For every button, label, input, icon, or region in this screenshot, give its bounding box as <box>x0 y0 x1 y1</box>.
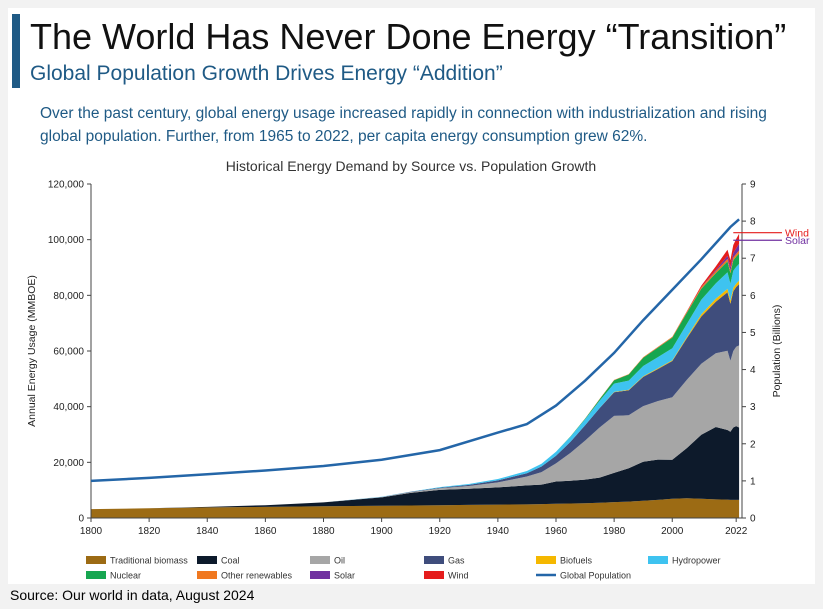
y-tick-label: 20,000 <box>53 458 84 469</box>
y-tick-label: 100,000 <box>48 235 85 246</box>
area-oil <box>91 345 740 510</box>
legend-swatch-coal <box>197 556 217 564</box>
legend-label-oil: Oil <box>334 556 345 566</box>
title-accent-bar <box>12 14 20 88</box>
x-tick-label: 1840 <box>196 526 219 537</box>
source-note: Source: Our world in data, August 2024 <box>10 587 255 603</box>
legend-label-traditional-biomass: Traditional biomass <box>110 556 188 566</box>
legend-swatch-gas <box>424 556 444 564</box>
legend-swatch-solar <box>310 571 330 579</box>
legend-label-gas: Gas <box>448 556 465 566</box>
y2-tick-label: 0 <box>750 514 756 525</box>
x-tick-label: 1960 <box>545 526 568 537</box>
legend-swatch-biofuels <box>536 556 556 564</box>
legend-label-hydropower: Hydropower <box>672 556 721 566</box>
legend-label-biofuels: Biofuels <box>560 556 593 566</box>
legend-label-global-population: Global Population <box>560 571 631 581</box>
legend-swatch-hydropower <box>648 556 668 564</box>
y-tick-label: 80,000 <box>53 291 84 302</box>
y2-axis-label: Population (Billions) <box>771 305 783 398</box>
legend: Traditional biomass Coal Oil Gas Biofuels Hyd… <box>86 556 721 581</box>
page-title: The World Has Never Done Energy “Transit… <box>30 16 787 57</box>
annotation-label-solar: Solar <box>785 235 810 247</box>
legend-swatch-wind <box>424 571 444 579</box>
legend-label-wind: Wind <box>448 571 469 581</box>
y2-tick-label: 6 <box>750 291 756 302</box>
x-tick-label: 2000 <box>661 526 684 537</box>
legend-swatch-other-renewables <box>197 571 217 579</box>
y2-tick-label: 3 <box>750 402 756 413</box>
legend-swatch-traditional-biomass <box>86 556 106 564</box>
y2-tick-label: 9 <box>750 180 756 191</box>
area-series-group <box>91 233 740 518</box>
description-text: Over the past century, global energy usa… <box>40 105 767 145</box>
y-tick-label: 40,000 <box>53 402 84 413</box>
y2-tick-label: 1 <box>750 476 756 487</box>
x-tick-label: 1860 <box>254 526 277 537</box>
area-coal <box>91 426 740 510</box>
legend-label-other-renewables: Other renewables <box>221 571 293 581</box>
x-tick-label: 2022 <box>725 526 748 537</box>
page-subtitle: Global Population Growth Drives Energy “… <box>30 62 503 85</box>
y2-tick-label: 8 <box>750 217 756 228</box>
population-line <box>90 218 740 483</box>
y2-tick-label: 4 <box>750 365 756 376</box>
population-line-group <box>90 218 740 483</box>
y-tick-label: 120,000 <box>48 180 85 191</box>
annotation-label-wind: Wind <box>785 228 809 240</box>
y2-tick-label: 5 <box>750 328 756 339</box>
y-axis-label: Annual Energy Usage (MMBOE) <box>26 275 38 427</box>
x-tick-label: 1980 <box>603 526 626 537</box>
x-tick-label: 1920 <box>429 526 452 537</box>
legend-swatch-oil <box>310 556 330 564</box>
y-tick-label: 60,000 <box>53 347 84 358</box>
legend-label-coal: Coal <box>221 556 240 566</box>
area-traditional-biomass <box>91 498 740 518</box>
x-tick-label: 1820 <box>138 526 161 537</box>
y-tick-label: 0 <box>78 514 84 525</box>
x-tick-label: 1800 <box>80 526 103 537</box>
slide: The World Has Never Done Energy “Transit… <box>8 8 815 584</box>
x-tick-label: 1880 <box>312 526 335 537</box>
chart-title: Historical Energy Demand by Source vs. P… <box>226 158 596 174</box>
x-tick-label: 1900 <box>371 526 394 537</box>
legend-label-solar: Solar <box>334 571 355 581</box>
legend-label-nuclear: Nuclear <box>110 571 141 581</box>
y2-tick-label: 7 <box>750 254 756 265</box>
y2-tick-label: 2 <box>750 439 756 450</box>
legend-swatch-nuclear <box>86 571 106 579</box>
axes-group: 1800 1820 1840 1860 1880 1900 1920 1940 1960 1980… <box>48 180 756 538</box>
x-tick-label: 1940 <box>487 526 510 537</box>
